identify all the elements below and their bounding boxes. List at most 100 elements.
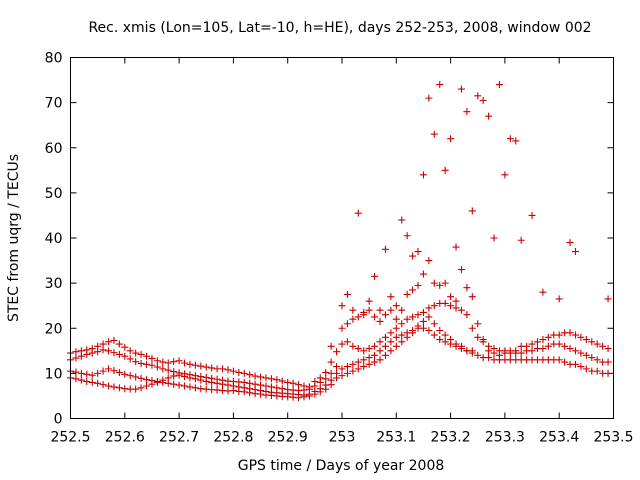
data-point — [447, 135, 455, 143]
data-point — [539, 288, 547, 296]
data-point — [441, 279, 449, 287]
data-point — [392, 302, 400, 310]
data-point — [376, 356, 384, 364]
data-point — [365, 306, 373, 314]
data-point — [436, 336, 444, 344]
data-point — [349, 360, 357, 368]
data-point — [349, 342, 357, 350]
data-point — [77, 376, 85, 384]
data-point — [566, 329, 574, 337]
x-tick-label: 253 — [329, 430, 356, 446]
data-point — [105, 382, 113, 390]
data-point — [485, 112, 493, 120]
data-point — [143, 376, 151, 384]
chart-title: Rec. xmis (Lon=105, Lat=-10, h=HE), days… — [88, 20, 591, 36]
data-point — [371, 342, 379, 350]
data-point — [170, 380, 178, 388]
data-point — [170, 372, 178, 380]
data-point — [72, 348, 80, 356]
data-point — [425, 327, 433, 335]
data-point — [409, 252, 417, 260]
data-point — [251, 372, 259, 380]
data-point — [430, 130, 438, 138]
data-point — [365, 360, 373, 368]
data-point — [132, 349, 140, 357]
data-point — [164, 366, 172, 374]
data-point — [181, 373, 189, 381]
data-point — [360, 308, 368, 316]
data-point — [295, 394, 303, 402]
data-point — [447, 293, 455, 301]
data-point — [143, 382, 151, 390]
data-point — [555, 356, 563, 364]
data-point — [175, 381, 183, 389]
data-point — [436, 281, 444, 289]
data-point — [452, 243, 460, 251]
x-tick-label: 253.4 — [539, 430, 579, 446]
data-point — [110, 349, 118, 357]
data-point — [191, 384, 199, 392]
data-point — [333, 363, 341, 371]
data-point — [121, 370, 129, 378]
x-tick-label: 252.5 — [50, 430, 90, 446]
data-point — [208, 378, 216, 386]
data-point — [360, 363, 368, 371]
y-tick-label: 80 — [45, 51, 63, 67]
data-point — [436, 327, 444, 335]
data-point — [430, 331, 438, 339]
data-point — [148, 354, 156, 362]
data-point — [571, 248, 579, 256]
data-point — [354, 365, 362, 373]
data-point — [593, 340, 601, 348]
data-point — [376, 317, 384, 325]
data-point — [528, 211, 536, 219]
data-point — [159, 376, 167, 384]
y-tick-label: 40 — [45, 231, 63, 247]
data-point — [349, 315, 357, 323]
data-point — [349, 306, 357, 314]
data-point — [88, 378, 96, 386]
data-point — [571, 347, 579, 355]
data-point — [257, 390, 265, 398]
data-point — [479, 338, 487, 346]
data-point — [246, 389, 254, 397]
data-point — [425, 304, 433, 312]
data-point — [371, 272, 379, 280]
data-point — [457, 306, 465, 314]
data-point — [392, 342, 400, 350]
data-point — [376, 338, 384, 346]
data-point — [490, 234, 498, 242]
data-point — [137, 359, 145, 367]
data-point — [229, 387, 237, 395]
data-point — [83, 370, 91, 378]
data-point — [604, 345, 612, 353]
x-tick-label: 253.1 — [376, 430, 416, 446]
data-point — [403, 333, 411, 341]
data-point — [240, 388, 248, 396]
data-point — [479, 96, 487, 104]
x-tick-label: 252.7 — [159, 430, 199, 446]
data-point — [219, 365, 227, 373]
data-point — [468, 324, 476, 332]
data-point — [599, 342, 607, 350]
data-point — [566, 239, 574, 247]
data-point — [99, 346, 107, 354]
data-point — [175, 357, 183, 365]
y-tick-label: 70 — [45, 96, 63, 112]
data-point — [593, 356, 601, 364]
data-point — [539, 345, 547, 353]
data-point — [441, 338, 449, 346]
data-point — [457, 266, 465, 274]
data-point — [257, 373, 265, 381]
data-point — [604, 358, 612, 366]
data-point — [322, 385, 330, 393]
y-tick-label: 30 — [45, 276, 63, 292]
data-point — [343, 338, 351, 346]
data-point — [137, 384, 145, 392]
axis-ticks: 0 10 20 30 40 50 60 70 80 252.5 252.6 252.7 252.8 252… — [45, 51, 634, 446]
data-point — [115, 340, 123, 348]
data-point — [555, 331, 563, 339]
data-point — [284, 378, 292, 386]
data-point — [468, 347, 476, 355]
data-points — [67, 81, 612, 402]
